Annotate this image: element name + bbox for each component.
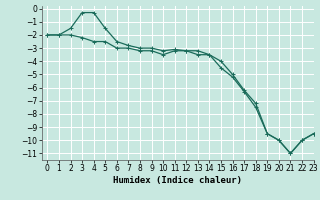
X-axis label: Humidex (Indice chaleur): Humidex (Indice chaleur): [113, 176, 242, 185]
